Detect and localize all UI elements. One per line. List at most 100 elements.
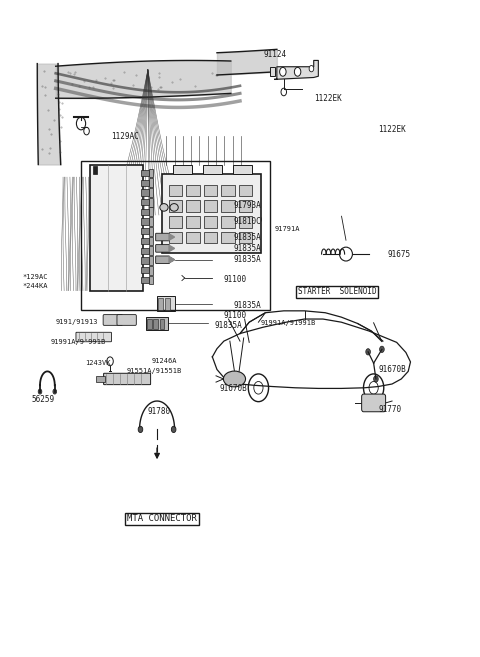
Text: 91100: 91100 [224, 311, 247, 321]
Bar [239, 185, 252, 196]
Bar [165, 298, 170, 309]
FancyBboxPatch shape [117, 315, 136, 325]
Bar [149, 178, 153, 187]
Bar [186, 185, 200, 196]
Text: 9191/91913: 9191/91913 [56, 319, 98, 325]
Bar [141, 189, 149, 196]
Circle shape [138, 426, 143, 432]
Text: 91835A: 91835A [233, 302, 261, 310]
Bar [141, 170, 149, 176]
Bar [149, 198, 153, 206]
Circle shape [373, 376, 378, 382]
Bar [141, 218, 149, 225]
Bar [239, 200, 252, 212]
Bar [149, 188, 153, 197]
Bar [168, 200, 182, 212]
Text: 91835A: 91835A [233, 256, 261, 264]
Bar [204, 200, 217, 212]
Bar [162, 174, 261, 253]
Ellipse shape [223, 371, 246, 387]
Text: *244KA: *244KA [23, 283, 48, 288]
Text: 91780: 91780 [148, 407, 171, 417]
Bar [186, 200, 200, 212]
Bar [149, 227, 153, 236]
Text: 56259: 56259 [32, 395, 55, 403]
Bar [149, 208, 153, 216]
Bar [158, 298, 163, 309]
Text: 91835A: 91835A [233, 233, 261, 242]
Bar [186, 232, 200, 243]
Bar [221, 185, 235, 196]
Circle shape [280, 68, 286, 76]
Polygon shape [169, 245, 175, 252]
Text: 91770: 91770 [378, 405, 401, 414]
Bar [168, 216, 182, 227]
Bar [141, 248, 149, 254]
Bar [149, 266, 153, 275]
Bar [204, 216, 217, 227]
FancyBboxPatch shape [361, 394, 385, 412]
Polygon shape [275, 60, 318, 79]
FancyBboxPatch shape [104, 373, 151, 384]
Bar [141, 258, 149, 263]
Polygon shape [169, 234, 175, 240]
Circle shape [53, 389, 57, 394]
Bar [141, 228, 149, 235]
Text: 1129AC: 1129AC [111, 131, 139, 141]
Text: MTA CONNECTOR: MTA CONNECTOR [127, 514, 197, 524]
Bar [173, 164, 192, 174]
Text: 91835A: 91835A [215, 321, 242, 330]
Text: 91246A: 91246A [152, 358, 177, 364]
Bar [149, 275, 153, 284]
Bar [168, 185, 182, 196]
Text: 91551A/91551B: 91551A/91551B [127, 369, 182, 374]
Bar [154, 319, 158, 328]
Bar [141, 209, 149, 215]
Bar [141, 277, 149, 283]
Circle shape [38, 389, 42, 394]
Bar [239, 216, 252, 227]
Ellipse shape [160, 204, 168, 211]
Bar [221, 200, 235, 212]
Text: *129AC: *129AC [23, 274, 48, 280]
Bar [204, 185, 217, 196]
Bar [186, 216, 200, 227]
Circle shape [171, 426, 176, 432]
Bar [203, 164, 222, 174]
FancyBboxPatch shape [76, 332, 111, 342]
Bar [221, 216, 235, 227]
Bar [147, 319, 152, 328]
Circle shape [309, 66, 314, 72]
Bar [149, 246, 153, 255]
Ellipse shape [170, 204, 178, 211]
FancyBboxPatch shape [156, 233, 169, 241]
Text: 91670B: 91670B [219, 384, 247, 393]
Text: 1122EK: 1122EK [314, 94, 341, 102]
Bar [204, 232, 217, 243]
Bar [81, 162, 270, 309]
Circle shape [294, 68, 301, 76]
FancyBboxPatch shape [103, 315, 122, 325]
Text: 91675: 91675 [387, 250, 410, 259]
Text: 91991A/91991B: 91991A/91991B [261, 321, 316, 327]
Text: 91810C: 91810C [233, 217, 261, 226]
Text: 91100: 91100 [224, 275, 247, 284]
Text: STARTER  SOLENOID: STARTER SOLENOID [298, 287, 376, 296]
Bar [145, 317, 168, 330]
Bar [141, 199, 149, 205]
Bar [239, 232, 252, 243]
Bar [221, 232, 235, 243]
Bar [168, 232, 182, 243]
Circle shape [366, 349, 371, 355]
Bar [90, 164, 143, 290]
Bar [141, 238, 149, 244]
Bar [233, 164, 252, 174]
Bar [149, 256, 153, 265]
Text: 1122EK: 1122EK [378, 125, 406, 134]
Bar [96, 376, 105, 382]
Bar [160, 319, 165, 328]
Text: 91793A: 91793A [233, 201, 261, 210]
Bar [149, 237, 153, 246]
FancyBboxPatch shape [156, 256, 169, 263]
Text: 91835A: 91835A [233, 244, 261, 253]
